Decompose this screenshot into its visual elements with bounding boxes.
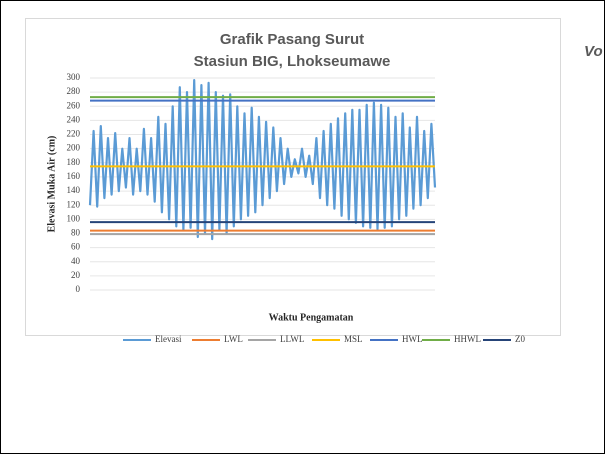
legend-label: LLWL xyxy=(280,334,304,344)
y-tick-label: 0 xyxy=(76,284,81,294)
y-tick-label: 100 xyxy=(67,213,81,223)
x-axis-label: Waktu Pengamatan xyxy=(269,312,354,323)
legend-label: LWL xyxy=(224,334,243,344)
y-tick-label: 140 xyxy=(67,185,81,195)
legend-label: HHWL xyxy=(454,334,481,344)
y-tick-label: 200 xyxy=(67,143,81,153)
y-tick-label: 20 xyxy=(71,270,81,280)
legend-label: Z0 xyxy=(515,334,525,344)
y-axis-label: Elevasi Muka Air (cm) xyxy=(46,136,57,233)
y-tick-label: 120 xyxy=(67,199,81,209)
y-tick-label: 60 xyxy=(71,242,81,252)
series-line xyxy=(88,78,437,241)
y-tick-label: 260 xyxy=(67,100,81,110)
y-tick-label: 300 xyxy=(67,72,81,82)
chart-subtitle: Stasiun BIG, Lhokseumawe xyxy=(194,53,391,70)
side-text: Vo xyxy=(584,43,603,60)
y-tick-label: 220 xyxy=(67,129,81,139)
y-tick-label: 40 xyxy=(71,256,81,266)
legend-label: HWL xyxy=(402,334,423,344)
y-tick-label: 80 xyxy=(71,228,81,238)
y-tick-label: 280 xyxy=(67,86,81,96)
legend-label: MSL xyxy=(344,334,363,344)
legend-label: Elevasi xyxy=(155,334,182,344)
chart-title: Grafik Pasang Surut xyxy=(220,31,364,48)
y-tick-label: 160 xyxy=(67,171,81,181)
y-tick-label: 240 xyxy=(67,114,81,124)
y-tick-label: 180 xyxy=(67,157,81,167)
